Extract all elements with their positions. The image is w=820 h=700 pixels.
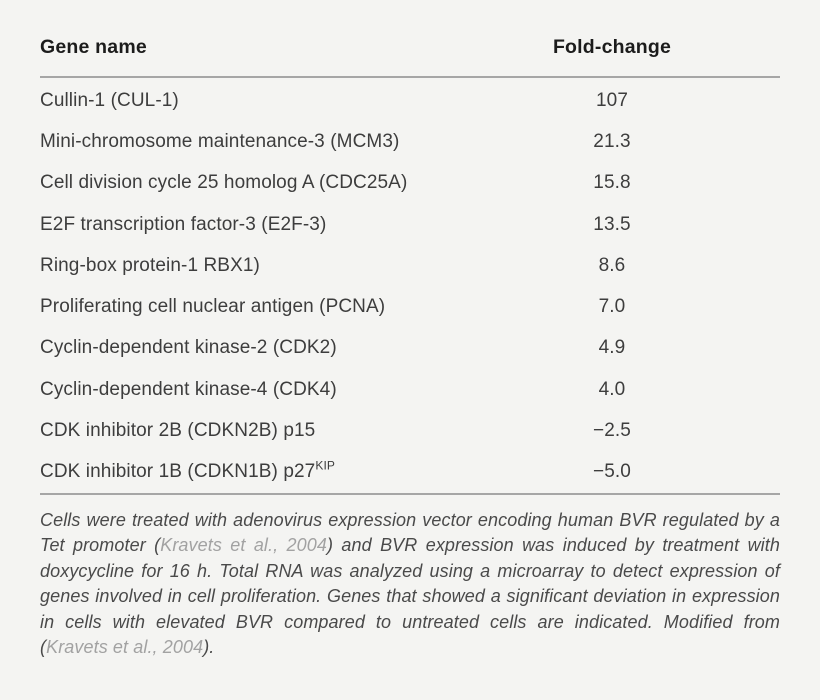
table-row: CDK inhibitor 2B (CDKN2B) p15 −2.5 bbox=[40, 410, 780, 451]
citation-link[interactable]: Kravets et al., 2004 bbox=[160, 535, 327, 556]
column-header-gene-name: Gene name bbox=[40, 36, 147, 58]
table-row: Ring-box protein-1 RBX1) 8.6 bbox=[40, 245, 780, 286]
citation-link[interactable]: Kravets et al., 2004 bbox=[46, 637, 204, 658]
fold-change-cell: −5.0 bbox=[593, 461, 631, 483]
table-caption: Cells were treated with adenovirus expre… bbox=[40, 508, 780, 661]
caption-text: ). bbox=[203, 637, 215, 658]
table-row: Cyclin-dependent kinase-4 (CDK4) 4.0 bbox=[40, 369, 780, 410]
gene-name-cell: Proliferating cell nuclear antigen (PCNA… bbox=[40, 296, 386, 318]
gene-name-cell: CDK inhibitor 1B (CDKN1B) p27KIP bbox=[40, 458, 335, 483]
table-header-row: Gene name Fold-change bbox=[40, 0, 780, 76]
table-row: Cell division cycle 25 homolog A (CDC25A… bbox=[40, 163, 780, 204]
gene-name-cell: Cyclin-dependent kinase-4 (CDK4) bbox=[40, 378, 337, 400]
table-row: Cullin-1 (CUL-1) 107 bbox=[40, 80, 780, 121]
fold-change-cell: 8.6 bbox=[598, 254, 626, 276]
fold-change-cell: 15.8 bbox=[593, 172, 631, 194]
header-divider bbox=[40, 76, 780, 78]
fold-change-cell: 13.5 bbox=[593, 213, 631, 235]
gene-name-cell: Cyclin-dependent kinase-2 (CDK2) bbox=[40, 337, 337, 359]
gene-name-cell: E2F transcription factor-3 (E2F-3) bbox=[40, 213, 327, 235]
table-row: E2F transcription factor-3 (E2F-3) 13.5 bbox=[40, 204, 780, 245]
caption-text: ) and BVR expression was induced by trea… bbox=[40, 535, 780, 658]
table-row: CDK inhibitor 1B (CDKN1B) p27KIP −5.0 bbox=[40, 452, 780, 493]
gene-name-cell: Cell division cycle 25 homolog A (CDC25A… bbox=[40, 172, 408, 194]
fold-change-cell: 7.0 bbox=[598, 296, 626, 318]
column-header-fold-change: Fold-change bbox=[552, 36, 672, 58]
gene-name-cell: CDK inhibitor 2B (CDKN2B) p15 bbox=[40, 420, 316, 442]
table-body: Cullin-1 (CUL-1) 107 Mini-chromosome maint… bbox=[40, 78, 780, 493]
fold-change-cell: −2.5 bbox=[593, 420, 631, 442]
fold-change-cell: 4.0 bbox=[598, 378, 626, 400]
table-row: Mini-chromosome maintenance-3 (MCM3) 21.3 bbox=[40, 121, 780, 162]
footer-divider bbox=[40, 492, 780, 495]
fold-change-cell: 21.3 bbox=[593, 130, 631, 152]
gene-name-cell: Mini-chromosome maintenance-3 (MCM3) bbox=[40, 130, 400, 152]
gene-fold-change-table-figure: Gene name Fold-change Cullin-1 (CUL-1) 10… bbox=[40, 0, 780, 661]
caption-text: Cells were treated with adenovirus expre… bbox=[40, 509, 780, 556]
fold-change-cell: 107 bbox=[595, 89, 628, 111]
gene-superscript: KIP bbox=[315, 458, 335, 473]
fold-change-cell: 4.9 bbox=[598, 337, 626, 359]
gene-name-cell: Cullin-1 (CUL-1) bbox=[40, 89, 179, 111]
table-row: Proliferating cell nuclear antigen (PCNA… bbox=[40, 286, 780, 327]
gene-name-cell: Ring-box protein-1 RBX1) bbox=[40, 254, 260, 276]
table-row: Cyclin-dependent kinase-2 (CDK2) 4.9 bbox=[40, 328, 780, 369]
